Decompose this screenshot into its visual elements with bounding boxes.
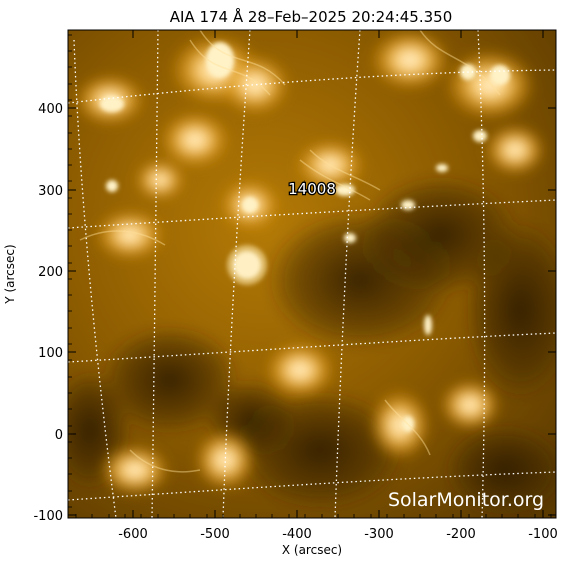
x-tick-label: -200 [446,527,476,542]
plot-frame [67,29,557,519]
plot-title: AIA 174 Å 28–Feb–2025 20:24:45.350 [170,7,453,26]
x-axis [75,30,552,518]
y-tick-label: 400 [38,102,63,117]
y-tick-label: 300 [38,184,63,199]
dark-regions [68,175,556,515]
solar-euv-image: 14008 SolarMonitor.org [68,30,556,518]
x-tick-labels: -600 -500 -400 -300 -200 -100 [118,527,558,542]
y-tick-label: 0 [55,428,63,443]
x-tick-label: -600 [118,527,148,542]
x-tick-label: -300 [364,527,394,542]
x-tick-label: -100 [528,527,558,542]
watermark: SolarMonitor.org [388,489,544,511]
bright-regions [75,30,545,495]
y-tick-labels: 400 300 200 100 0 -100 [33,102,63,524]
x-tick-label: -500 [200,527,230,542]
y-tick-label: 200 [38,265,63,280]
heliographic-grid [68,30,556,518]
region-label: 14008 [288,180,336,198]
y-axis-label: Y (arcsec) [3,244,17,304]
y-tick-label: -100 [33,509,63,524]
y-axis [68,34,556,516]
x-axis-label: X (arcsec) [282,543,342,557]
x-tick-label: -400 [282,527,312,542]
y-tick-label: 100 [38,346,63,361]
coronal-loops [79,30,501,473]
brightpoints [100,42,510,432]
